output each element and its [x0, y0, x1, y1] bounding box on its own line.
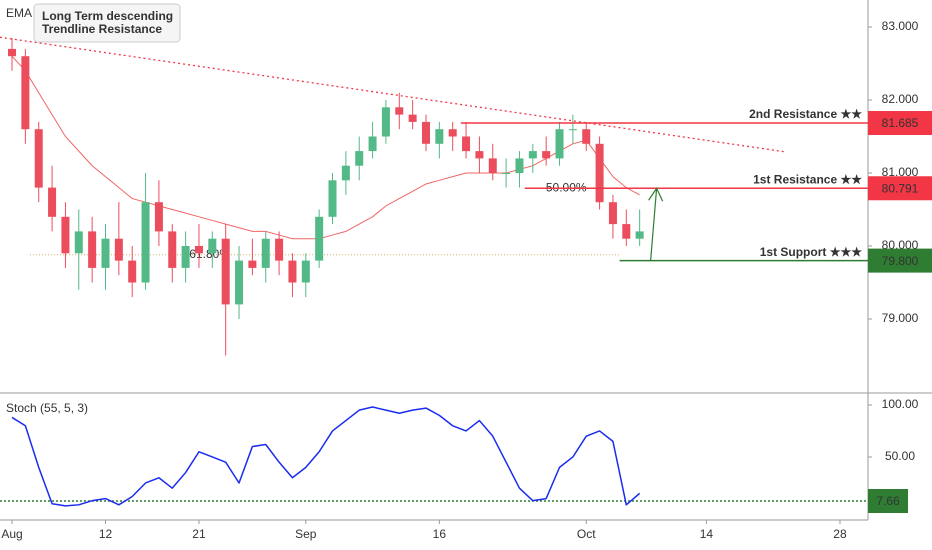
- price-box-label: 79.800: [882, 254, 919, 268]
- candle-body: [248, 260, 257, 268]
- candle-body: [194, 246, 203, 254]
- candle-body: [181, 246, 190, 268]
- arrow-head: [648, 187, 664, 202]
- candle-body: [8, 48, 17, 57]
- candle-body: [101, 238, 110, 268]
- candle-body: [502, 173, 511, 175]
- candle-body: [128, 260, 137, 283]
- annotation-box: [33, 3, 181, 43]
- candle-body: [622, 224, 631, 239]
- candle-body: [275, 238, 284, 261]
- candle-body: [21, 56, 30, 130]
- candle-body: [221, 238, 230, 305]
- y-tick-label: 82.000: [882, 92, 919, 106]
- candle-body: [261, 238, 270, 268]
- candle-body: [355, 151, 364, 166]
- candle-body: [435, 129, 444, 144]
- candle-body: [208, 238, 217, 254]
- candle-body: [568, 129, 577, 131]
- candle-body: [88, 231, 97, 268]
- ema-line: [11, 55, 640, 240]
- price-box: [868, 248, 932, 273]
- level-name: 2nd Resistance ★★: [749, 107, 862, 121]
- candle-body: [368, 136, 377, 152]
- candle-body: [488, 158, 497, 174]
- candle-body: [555, 129, 564, 159]
- price-box: [868, 111, 932, 136]
- price-box-label: 80.791: [882, 181, 919, 195]
- candle-body: [301, 260, 310, 283]
- annotation-text: Trendline Resistance: [42, 22, 162, 36]
- price-box-label: 81.685: [882, 116, 919, 130]
- candle-body: [288, 260, 297, 283]
- candle-body: [48, 187, 57, 217]
- candle-body: [635, 231, 644, 239]
- candle-body: [235, 260, 244, 305]
- candle-body: [515, 158, 524, 174]
- candle-body: [421, 121, 430, 144]
- stoch-tick-label: 50.00: [885, 449, 915, 463]
- candle-body: [448, 129, 457, 137]
- candle-body: [341, 165, 350, 181]
- x-tick-label: Oct: [577, 527, 596, 541]
- candle-body: [542, 151, 551, 159]
- candle-body: [408, 114, 417, 122]
- stoch-level-box: [868, 489, 908, 514]
- candle-body: [462, 136, 471, 152]
- x-tick-label: 14: [700, 527, 714, 541]
- stoch-label: Stoch (55, 5, 3): [6, 401, 88, 415]
- candle-body: [34, 129, 43, 188]
- x-tick-label: 16: [433, 527, 447, 541]
- stoch-line: [11, 406, 641, 507]
- candle-body: [381, 107, 390, 137]
- candle-body: [168, 231, 177, 268]
- candle-body: [315, 216, 324, 261]
- x-tick-label: 12: [99, 527, 113, 541]
- y-tick-label: 81.000: [882, 165, 919, 179]
- candle-body: [595, 143, 604, 203]
- price-box: [868, 176, 932, 201]
- candle-body: [114, 238, 123, 261]
- trendline: [0, 36, 786, 153]
- arrow: [650, 188, 658, 261]
- candle-body: [395, 107, 404, 115]
- candle-body: [74, 231, 83, 254]
- x-tick-label: 28: [833, 527, 847, 541]
- y-tick-label: 79.000: [882, 311, 919, 325]
- candle-body: [608, 202, 617, 225]
- candle-body: [528, 151, 537, 159]
- candle-body: [328, 180, 337, 217]
- candle-body: [141, 202, 150, 283]
- annotation-text: Long Term descending: [42, 9, 173, 23]
- fib-label: 50.00%: [546, 181, 587, 195]
- stoch-tick-label: 100.00: [882, 397, 919, 411]
- x-tick-label: 21: [192, 527, 206, 541]
- x-tick-label: Sep: [295, 527, 317, 541]
- candle-body: [475, 151, 484, 159]
- level-name: 1st Resistance ★★: [753, 172, 862, 186]
- y-tick-label: 83.000: [882, 19, 919, 33]
- stoch-level-label: 7.66: [876, 494, 900, 508]
- candle-body: [154, 202, 163, 232]
- candle-body: [61, 216, 70, 254]
- candle-body: [582, 129, 591, 144]
- x-tick-label: Aug: [1, 527, 22, 541]
- level-name: 1st Support ★★★: [760, 245, 863, 259]
